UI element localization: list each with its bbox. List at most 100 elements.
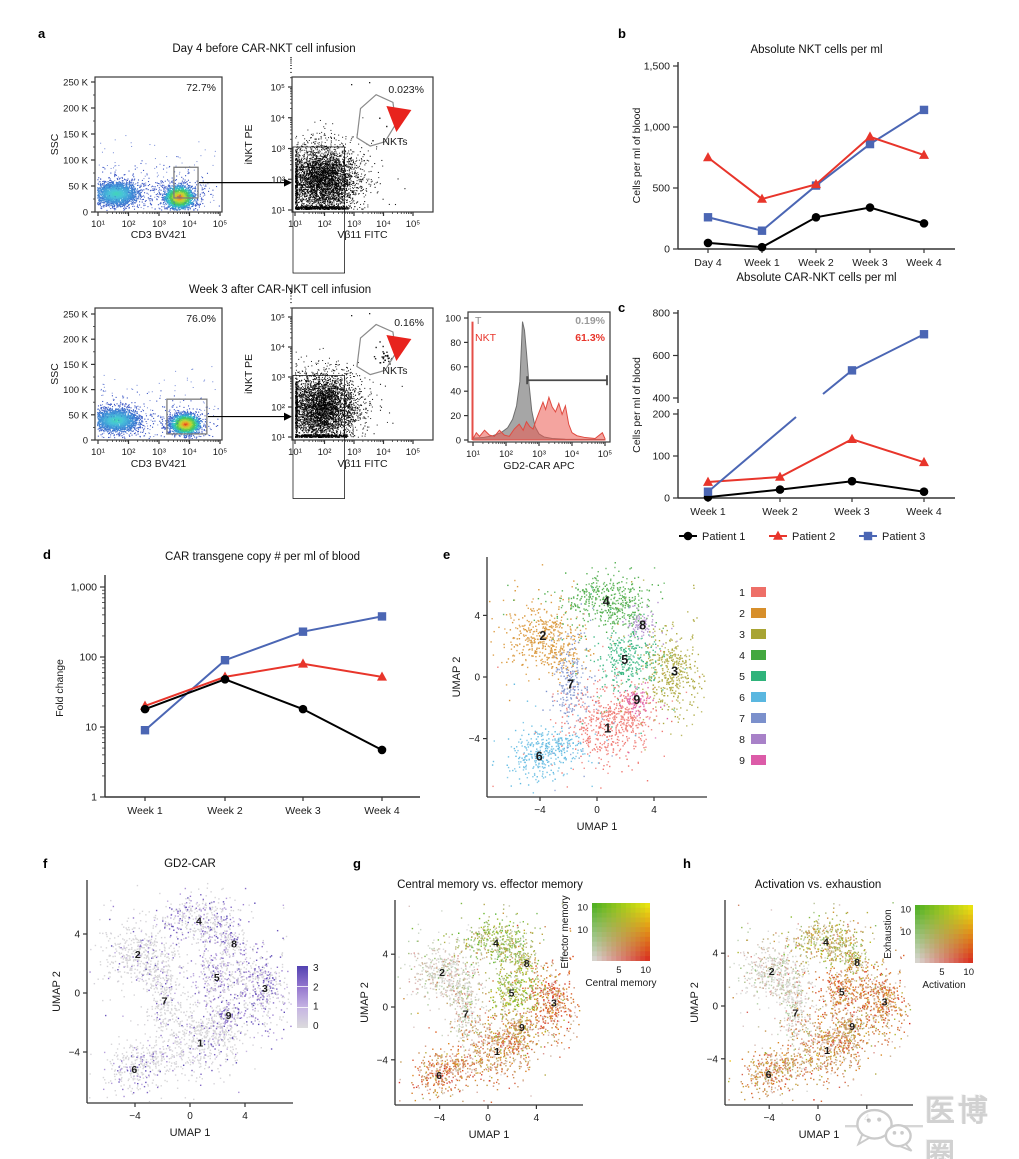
marker-triangle	[298, 658, 308, 668]
marker-square	[377, 612, 387, 621]
umap-ytick-label: −4	[377, 1055, 389, 1066]
umap-ylabel: UMAP 2	[51, 971, 63, 1012]
cluster-number-label: 3	[551, 997, 557, 1009]
e-legend-number: 2	[739, 608, 745, 620]
umap-ylabel: UMAP 2	[451, 657, 463, 698]
hist-ytick-label: 60	[450, 362, 461, 373]
nkt-ytick-label: 10²	[271, 175, 285, 186]
marker-square	[863, 531, 873, 541]
e-legend-number: 7	[739, 713, 745, 725]
umap-xtick-label: 4	[651, 805, 657, 816]
nkt-gate-label: NKTs	[382, 365, 407, 377]
nkt-red-arrow	[386, 335, 412, 361]
log-xtick-label: 10⁵	[213, 447, 228, 458]
e-legend-swatch	[751, 587, 766, 597]
log-xtick-label: 10³	[152, 219, 166, 230]
marker-circle	[683, 531, 693, 541]
marker-circle	[220, 675, 230, 684]
umap-xlabel: UMAP 1	[469, 1129, 510, 1141]
log-xtick-label: 10¹	[288, 219, 302, 230]
cluster-number-label: 3	[671, 665, 678, 679]
marker-circle	[919, 487, 929, 497]
marker-circle	[847, 476, 857, 486]
marker-triangle	[865, 131, 875, 141]
e-legend-swatch	[751, 671, 766, 681]
log-xtick-label: 10³	[152, 447, 166, 458]
h-legend-ytick: 10	[900, 904, 911, 915]
umap-xlabel: UMAP 1	[170, 1127, 211, 1139]
log-xtick-label: 10²	[318, 219, 332, 230]
marker-circle	[775, 485, 785, 494]
log-xtick-label: 10¹	[91, 447, 105, 458]
d-category-label: Week 3	[285, 805, 321, 817]
chart-g-title: Central memory vs. effector memory	[397, 879, 583, 891]
umap-ytick-label: 0	[474, 673, 480, 684]
marker-square	[919, 105, 929, 115]
panel-letter-e: e	[443, 547, 451, 562]
legend-patient-label: Patient 1	[702, 531, 745, 543]
ssc-ytick-label: 50 K	[68, 410, 88, 421]
d-category-label: Week 2	[207, 805, 243, 817]
nkt-ytick-label: 10⁵	[270, 313, 285, 324]
cluster-number-label: 5	[621, 653, 628, 667]
cluster-number-label: 9	[849, 1021, 855, 1033]
log-xtick-label: 10⁴	[565, 449, 580, 460]
log-xtick-label: 10⁵	[213, 219, 228, 230]
ssc-density-points-canvas	[96, 309, 221, 439]
hist-legend-NKT: NKT	[475, 332, 497, 344]
umap-ytick-label: 4	[712, 949, 718, 960]
d-ytick-label: 10	[85, 722, 97, 734]
ssc-ytick-label: 150 K	[63, 130, 88, 141]
ssc-gate	[166, 398, 208, 435]
panel-letter-h: h	[683, 856, 691, 871]
panel-letter-d: d	[43, 547, 51, 562]
hist-xlabel: GD2-CAR APC	[503, 460, 575, 472]
nkt-gate-label: NKTs	[382, 136, 407, 148]
g-legend-xlabel: Central memory	[585, 978, 656, 989]
log-xtick-label: 10⁴	[182, 447, 197, 458]
log-xtick-label: 10²	[499, 449, 513, 460]
g-legend-ytick: 10	[577, 925, 588, 936]
e-legend-number: 8	[739, 734, 745, 746]
d-category-label: Week 1	[127, 805, 163, 817]
nkt-ytick-label: 10⁴	[270, 113, 285, 124]
f-colorbar-tick-label: 2	[313, 982, 319, 993]
h-legend-ytick: 10	[900, 927, 911, 938]
hist-red-curve	[472, 395, 606, 441]
marker-triangle	[919, 456, 929, 467]
ssc-gate	[173, 166, 199, 199]
hist-ytick-label: 0	[456, 436, 461, 447]
b-category-label: Week 2	[798, 257, 834, 269]
umap-h-points-canvas	[726, 901, 912, 1104]
legend-patient-label: Patient 2	[792, 531, 835, 543]
ssc-ytick-label: 100 K	[63, 385, 88, 396]
umap-xtick-label: 0	[187, 1111, 193, 1122]
ssc-ytick-label: 250 K	[63, 78, 88, 89]
e-legend-number: 1	[739, 587, 745, 599]
cluster-number-label: 7	[793, 1008, 799, 1020]
log-xtick-label: 10²	[318, 447, 332, 458]
marker-circle	[757, 242, 767, 252]
hist-ytick-label: 100	[445, 314, 461, 325]
umap-ytick-label: 0	[382, 1003, 388, 1014]
cluster-number-label: 1	[824, 1045, 830, 1057]
f-colorbar-tick-label: 0	[313, 1021, 319, 1032]
d-ytick-label: 1	[91, 792, 97, 804]
umap-ytick-label: −4	[69, 1048, 81, 1059]
marker-square	[757, 226, 767, 235]
nkt-ytick-label: 10¹	[271, 206, 285, 217]
ssc-ytick-label: 100 K	[63, 156, 88, 167]
nkt-ylabel: iNKT PE	[243, 124, 255, 164]
cluster-number-label: 6	[536, 749, 543, 763]
marker-circle	[919, 219, 929, 228]
b-ytick-label: 500	[652, 183, 670, 195]
cluster-number-label: 1	[197, 1037, 203, 1049]
ssc-xlabel: CD3 BV421	[131, 458, 187, 470]
cluster-number-label: 3	[262, 983, 268, 995]
c-category-label: Week 3	[834, 506, 870, 518]
marker-square	[865, 139, 875, 149]
cluster-number-label: 7	[567, 678, 574, 692]
g-legend-xtick: 5	[616, 965, 621, 976]
cluster-number-label: 9	[633, 693, 640, 707]
b-category-label: Week 4	[906, 257, 942, 269]
